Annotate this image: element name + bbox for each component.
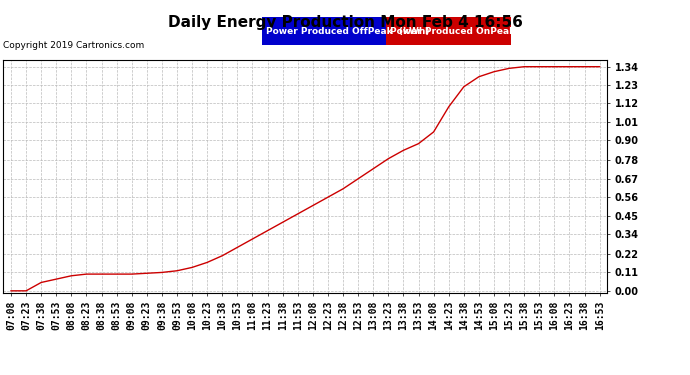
Text: Power Produced OnPeak  (kWh): Power Produced OnPeak (kWh) [390,27,552,36]
Text: Daily Energy Production Mon Feb 4 16:56: Daily Energy Production Mon Feb 4 16:56 [168,15,522,30]
Text: Copyright 2019 Cartronics.com: Copyright 2019 Cartronics.com [3,41,145,50]
Text: Power Produced OffPeak  (kWh): Power Produced OffPeak (kWh) [266,27,429,36]
